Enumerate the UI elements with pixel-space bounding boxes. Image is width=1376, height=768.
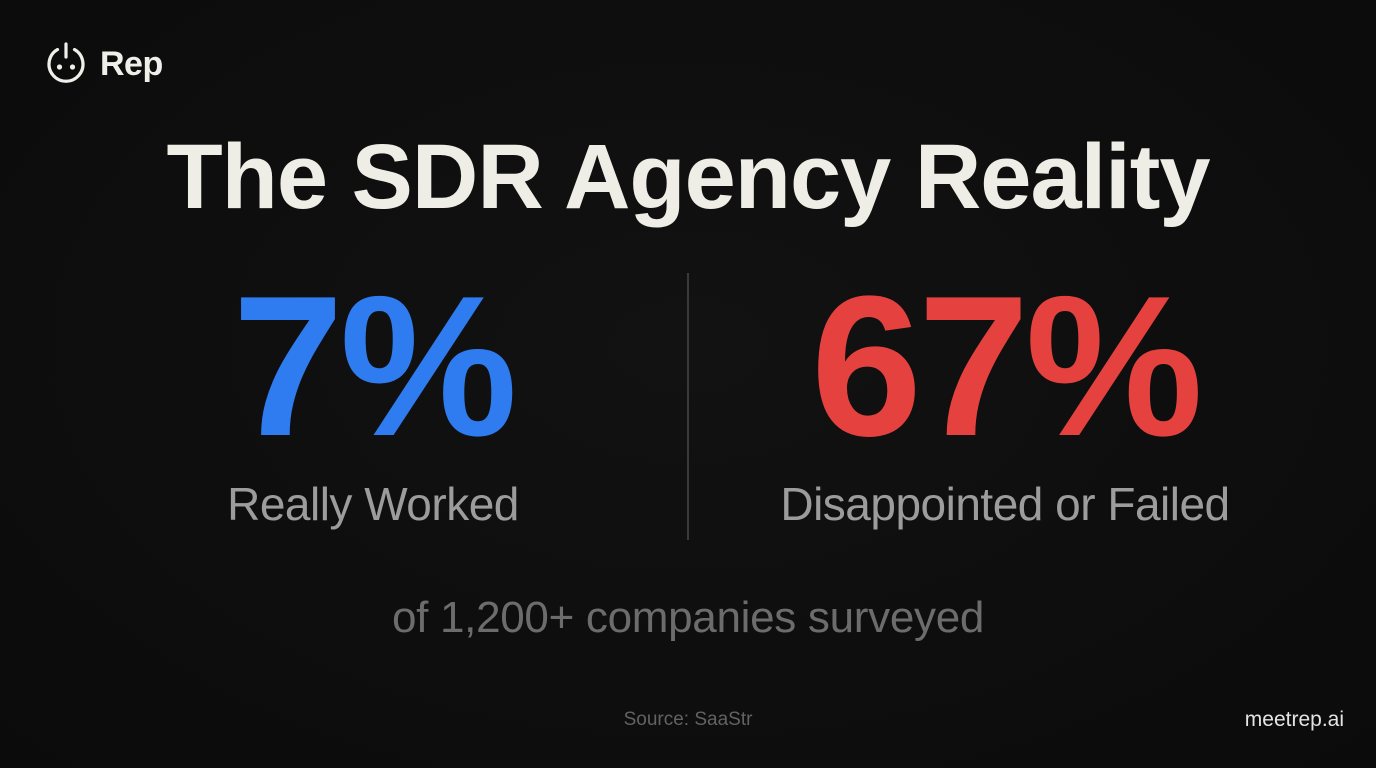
stat-disappointed-or-failed: 67% Disappointed or Failed (735, 255, 1275, 532)
vertical-divider (687, 273, 689, 540)
stat-value: 7% (232, 255, 517, 478)
brand-logo: Rep (42, 40, 163, 88)
source-citation: Source: SaaStr (623, 709, 753, 730)
website-url: meetrep.ai (1244, 708, 1344, 731)
survey-subtitle: of 1,200+ companies surveyed (391, 593, 985, 642)
page-title: The SDR Agency Reality (166, 126, 1210, 228)
stat-label: Really Worked (227, 478, 519, 530)
power-button-face-icon (47, 42, 85, 83)
stat-value: 67% (810, 255, 1203, 478)
brand-name: Rep (100, 44, 163, 83)
stat-label: Disappointed or Failed (780, 478, 1230, 530)
stat-really-worked: 7% Really Worked (188, 255, 558, 532)
